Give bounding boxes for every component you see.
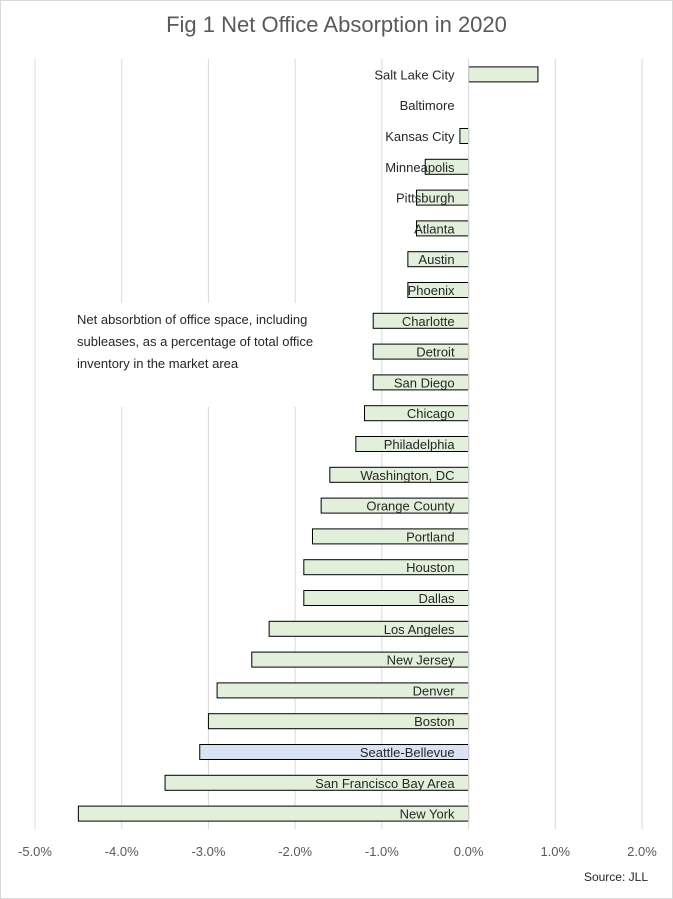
bar	[459, 128, 470, 144]
x-tick-label: -3.0%	[191, 844, 225, 859]
x-tick-label: -1.0%	[365, 844, 399, 859]
category-label: New York	[400, 807, 455, 822]
x-tick-label: -4.0%	[105, 844, 139, 859]
chart-title: Fig 1 Net Office Absorption in 2020	[166, 12, 507, 37]
category-label: Los Angeles	[384, 622, 455, 637]
category-label: Austin	[418, 252, 454, 267]
category-label: Philadelphia	[384, 437, 456, 452]
category-label: Kansas City	[385, 129, 455, 144]
category-label: Baltimore	[400, 98, 455, 113]
category-label: Chicago	[407, 406, 455, 421]
category-label: Portland	[406, 529, 454, 544]
category-label: Houston	[406, 560, 454, 575]
category-label: Denver	[413, 683, 456, 698]
category-label: Phoenix	[408, 283, 455, 298]
category-label: Charlotte	[402, 314, 455, 329]
chart-annotation: Net absorbtion of office space, includin…	[69, 303, 333, 407]
source-note: Source: JLL	[583, 870, 648, 884]
category-label: Minneapolis	[385, 160, 455, 175]
category-label: Pittsburgh	[396, 191, 455, 206]
category-label: New Jersey	[387, 653, 455, 668]
x-tick-label: 2.0%	[627, 844, 657, 859]
category-label: Washington, DC	[360, 468, 454, 483]
category-label: Detroit	[416, 345, 455, 360]
x-tick-label: -5.0%	[18, 844, 52, 859]
category-label: Salt Lake City	[374, 67, 455, 82]
category-label: Atlanta	[414, 221, 455, 236]
category-label: San Francisco Bay Area	[315, 776, 455, 791]
category-label: Orange County	[366, 499, 455, 514]
category-label: Boston	[414, 714, 454, 729]
category-label: Seattle-Bellevue	[360, 745, 455, 760]
category-label: Dallas	[418, 591, 455, 606]
category-label: San Diego	[394, 375, 455, 390]
x-tick-label: -2.0%	[278, 844, 312, 859]
x-tick-label: 1.0%	[540, 844, 570, 859]
bar	[468, 66, 539, 83]
x-tick-label: 0.0%	[454, 844, 484, 859]
